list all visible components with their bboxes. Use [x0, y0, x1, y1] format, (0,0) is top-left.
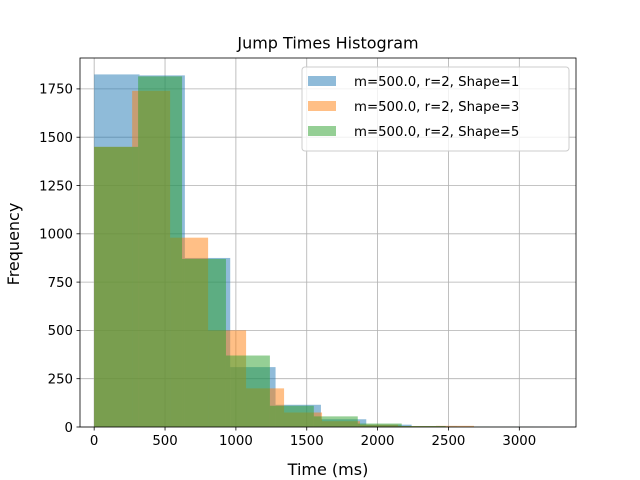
x-tick-label: 1500 [290, 434, 324, 449]
histogram-bar [401, 426, 446, 427]
histogram-bar [138, 76, 183, 428]
histogram-bar [182, 258, 226, 427]
x-tick-label: 1000 [219, 434, 253, 449]
series-3-bars [94, 76, 534, 428]
x-axis-ticks: 0 500 1000 1500 2000 2500 3000 [90, 427, 536, 449]
legend-swatch [308, 101, 336, 111]
y-axis-label: Frequency [4, 203, 23, 286]
y-tick-label: 750 [48, 276, 73, 291]
histogram-bar [313, 416, 358, 427]
legend-swatch [308, 126, 336, 136]
histogram-bar [357, 423, 402, 427]
y-tick-label: 1000 [39, 228, 73, 243]
histogram-bar [225, 355, 270, 427]
legend-label: m=500.0, r=2, Shape=1 [354, 75, 519, 90]
y-tick-label: 250 [48, 373, 73, 388]
histogram-bar [435, 425, 474, 427]
x-tick-label: 2500 [432, 434, 466, 449]
y-tick-label: 500 [48, 324, 73, 339]
x-tick-label: 3000 [502, 434, 536, 449]
plot-frame [79, 57, 577, 428]
legend-box [301, 66, 570, 152]
y-tick-label: 1750 [39, 83, 73, 98]
histogram-bar [94, 146, 139, 427]
y-tick-label: 1500 [39, 131, 73, 146]
y-tick-label: 0 [65, 421, 73, 436]
legend-label: m=500.0, r=2, Shape=3 [354, 100, 519, 115]
histogram-bar [269, 405, 314, 427]
y-axis-ticks: 0 250 500 750 1000 1250 1500 1750 [39, 83, 80, 436]
x-axis-label: Time (ms) [287, 460, 369, 479]
chart-title: Jump Times Histogram [236, 34, 418, 53]
legend: m=500.0, r=2, Shape=1 m=500.0, r=2, Shape… [301, 66, 570, 152]
x-tick-label: 0 [90, 434, 98, 449]
legend-swatch [308, 76, 336, 86]
x-tick-label: 500 [152, 434, 177, 449]
histogram-bars [94, 74, 548, 428]
x-tick-label: 2000 [361, 434, 395, 449]
y-tick-label: 1250 [39, 179, 73, 194]
legend-label: m=500.0, r=2, Shape=5 [354, 125, 519, 140]
